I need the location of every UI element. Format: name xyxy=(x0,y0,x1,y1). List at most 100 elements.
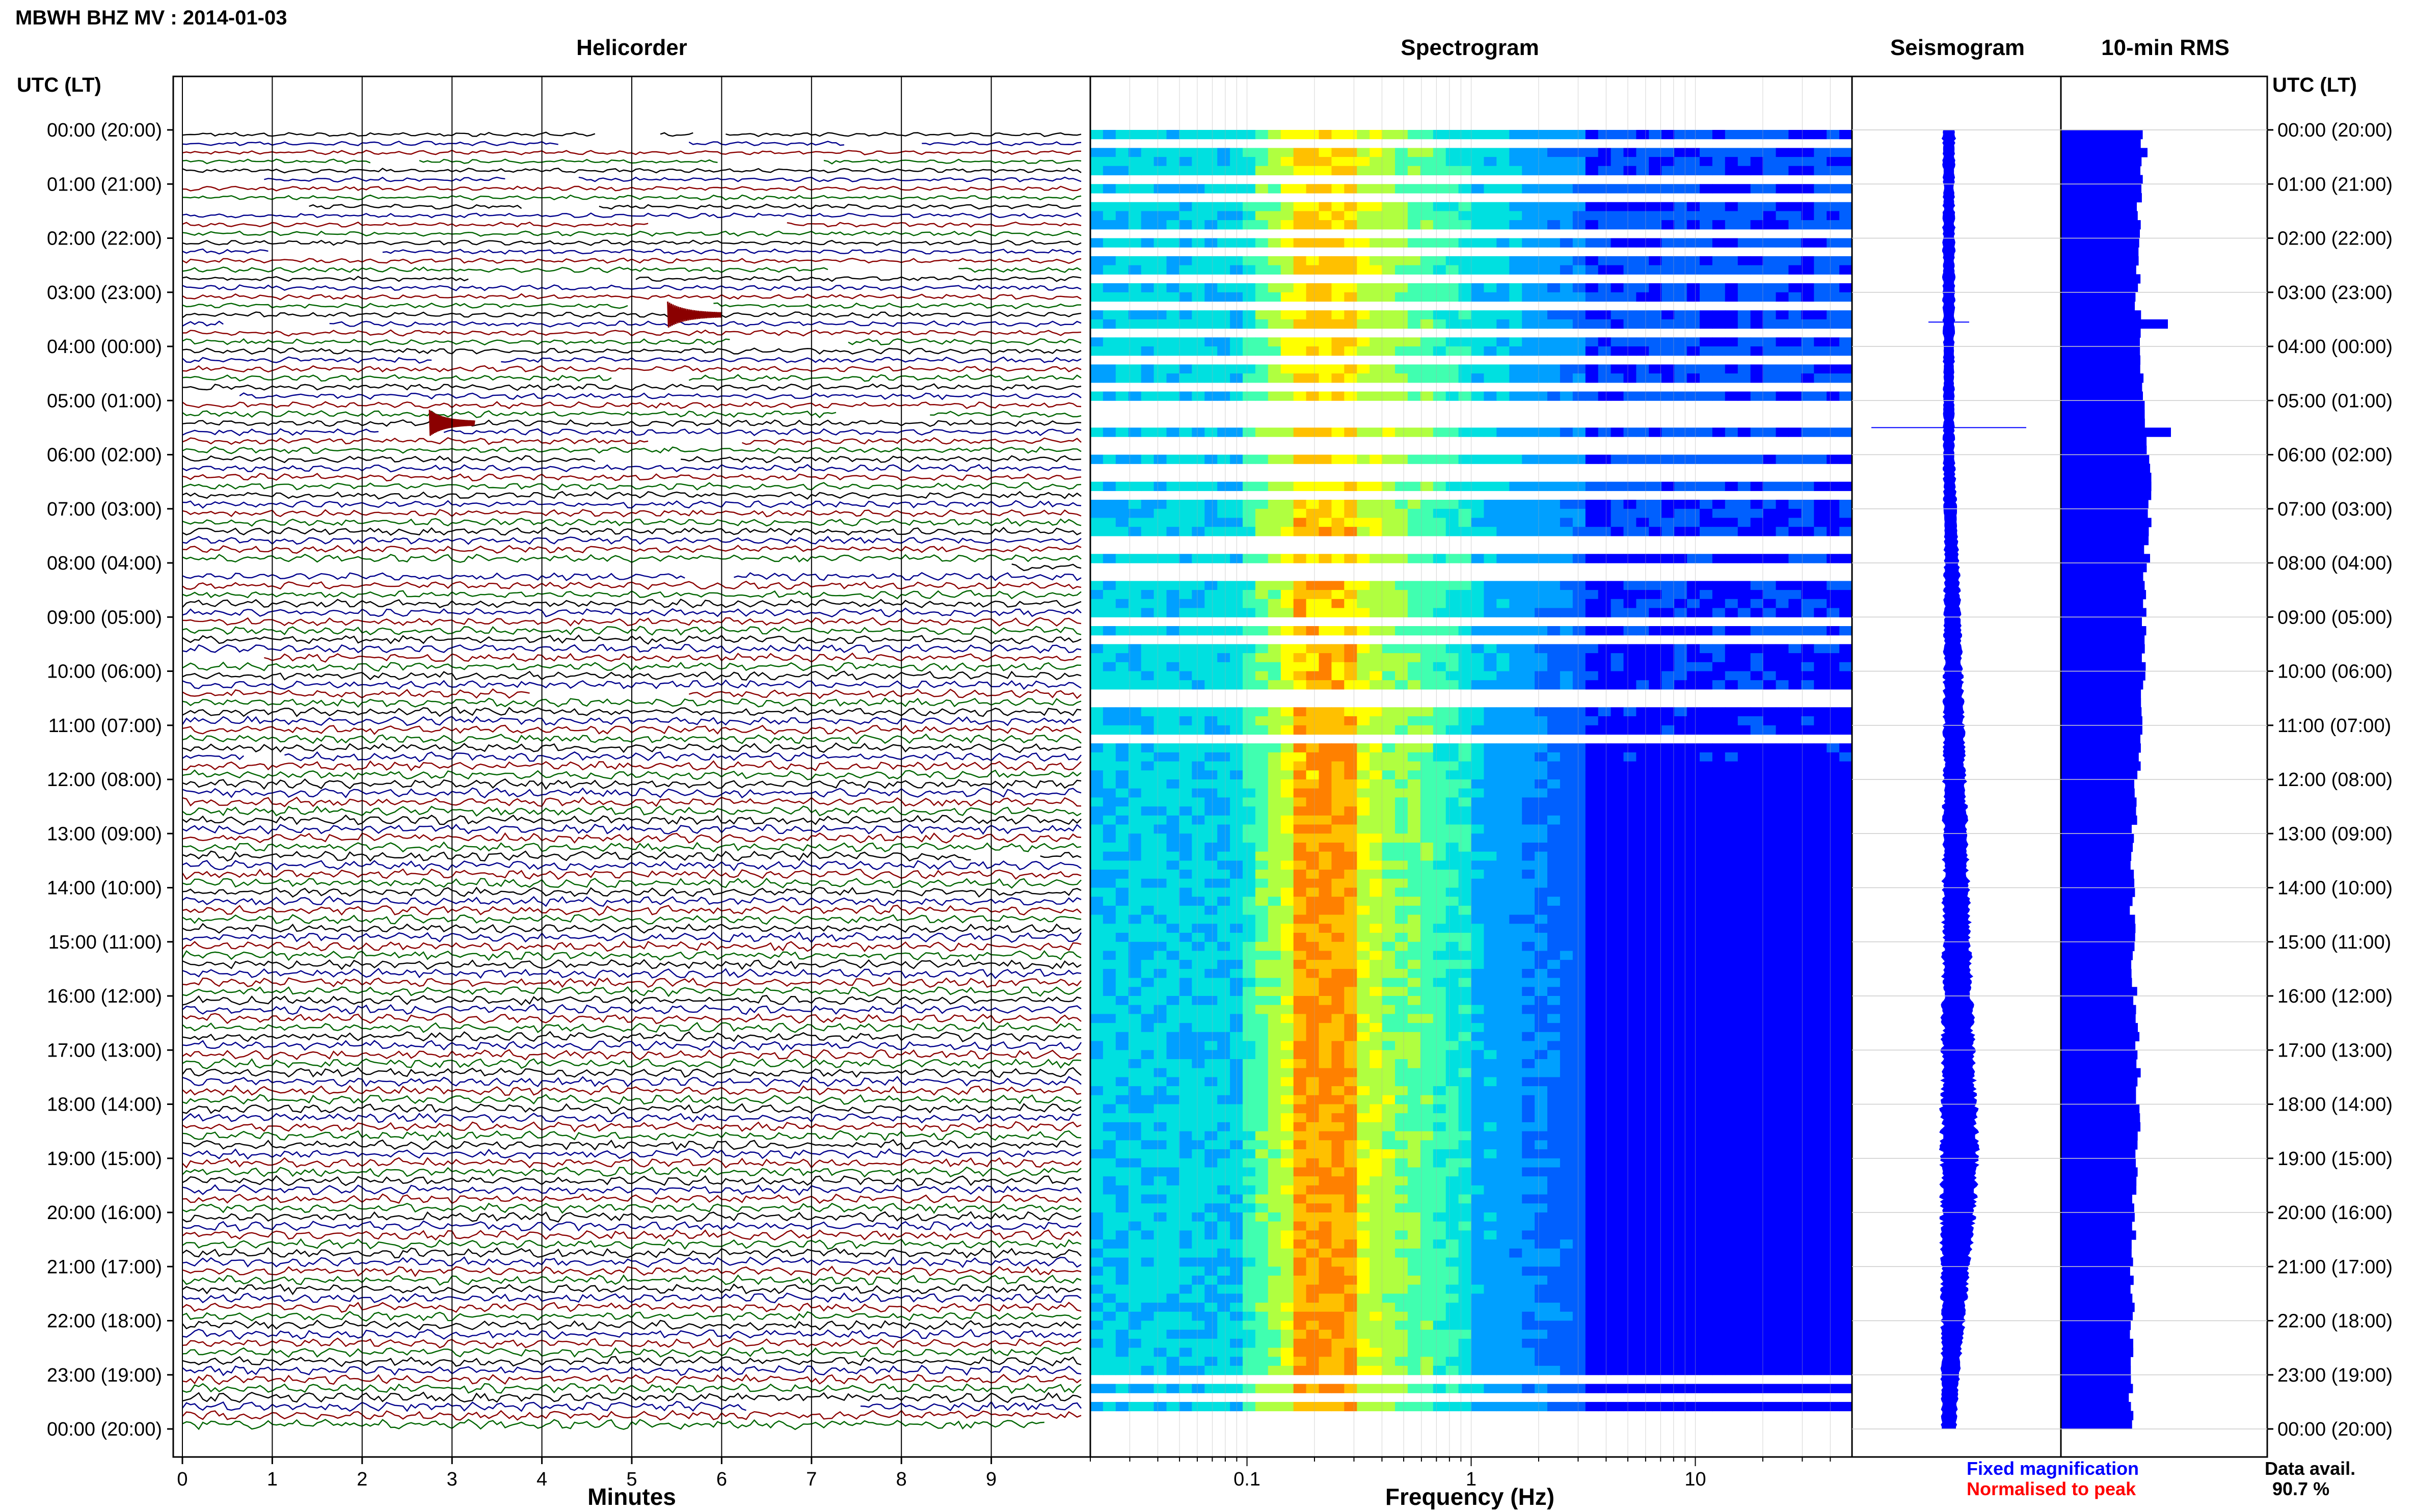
spectrogram-cell xyxy=(1319,987,1332,996)
spectrogram-cell xyxy=(1293,960,1307,969)
spectrogram-cell xyxy=(1509,1005,1522,1014)
spectrogram-cell xyxy=(1103,914,1116,924)
spectrogram-cell xyxy=(1801,391,1814,401)
spectrogram-cell xyxy=(1331,608,1345,617)
spectrogram-cell xyxy=(1395,1086,1408,1096)
spectrogram-cell xyxy=(1674,364,1687,374)
spectrogram-cell xyxy=(1839,518,1853,527)
spectrogram-cell xyxy=(1712,960,1726,969)
spectrogram-cell xyxy=(1141,508,1155,519)
spectrogram-cell xyxy=(1535,1041,1548,1050)
spectrogram-cell xyxy=(1370,1050,1383,1060)
spectrogram-cell xyxy=(1560,373,1573,383)
spectrogram-cell xyxy=(1814,1068,1827,1077)
spectrogram-cell xyxy=(1712,833,1726,843)
spectrogram-cell xyxy=(1166,148,1179,157)
spectrogram-cell xyxy=(1839,391,1853,401)
spectrogram-cell xyxy=(1827,752,1840,762)
spectrogram-cell xyxy=(1801,265,1814,275)
spectrogram-cell xyxy=(1839,987,1853,996)
spectrogram-cell xyxy=(1522,996,1535,1006)
spectrogram-cell xyxy=(1509,310,1522,320)
spectrogram-cell xyxy=(1572,1023,1586,1033)
spectrogram-cell xyxy=(1280,608,1294,617)
spectrogram-cell xyxy=(1700,788,1713,798)
spectrogram-cell xyxy=(1179,256,1192,266)
spectrogram-cell xyxy=(1192,824,1205,834)
spectrogram-cell xyxy=(1141,887,1155,897)
spectrogram-cell xyxy=(1763,1050,1777,1060)
spectrogram-cell xyxy=(1306,1023,1320,1033)
spectrogram-cell xyxy=(1839,843,1853,852)
spectrogram-cell xyxy=(1674,933,1687,942)
spectrogram-cell xyxy=(1115,166,1129,176)
spectrogram-cell xyxy=(1319,743,1332,753)
spectrogram-cell xyxy=(1737,905,1751,915)
spectrogram-cell xyxy=(1319,914,1332,924)
spectrogram-cell xyxy=(1725,599,1738,609)
spectrogram-cell xyxy=(1115,725,1129,735)
spectrogram-cell xyxy=(1458,644,1472,654)
spectrogram-cell xyxy=(1547,851,1561,861)
spectrogram-cell xyxy=(1268,391,1281,401)
spectrogram-cell xyxy=(1293,310,1307,320)
spectrogram-cell xyxy=(1433,897,1446,906)
spectrogram-cell xyxy=(1509,554,1522,563)
spectrogram-cell xyxy=(1192,500,1205,509)
spectrogram-cell xyxy=(1128,1086,1142,1096)
spectrogram-cell xyxy=(1243,761,1256,771)
spectrogram-cell xyxy=(1788,220,1802,230)
spectrogram-cell xyxy=(1801,283,1814,293)
spectrogram-cell xyxy=(1179,1032,1192,1042)
spectrogram-cell xyxy=(1496,1059,1510,1069)
spectrogram-cell xyxy=(1509,870,1522,879)
spectrogram-cell xyxy=(1179,996,1192,1006)
spectrogram-cell xyxy=(1484,770,1497,780)
spectrogram-cell xyxy=(1255,166,1269,176)
spectrogram-cell xyxy=(1471,202,1484,211)
spectrogram-cell xyxy=(1166,1032,1179,1042)
spectrogram-cell xyxy=(1700,1032,1713,1042)
spectrogram-cell xyxy=(1433,716,1446,726)
spectrogram-cell xyxy=(1407,824,1421,834)
spectrogram-cell xyxy=(1344,427,1357,437)
spectrogram-cell xyxy=(1357,500,1370,509)
spectrogram-cell xyxy=(1674,824,1687,834)
spectrogram-cell xyxy=(1103,662,1116,672)
spectrogram-cell xyxy=(1598,518,1612,527)
spectrogram-cell xyxy=(1370,833,1383,843)
spectrogram-cell xyxy=(1496,626,1510,636)
spectrogram-cell xyxy=(1509,1014,1522,1023)
spectrogram-cell xyxy=(1572,824,1586,834)
spectrogram-cell xyxy=(1370,644,1383,654)
spectrogram-cell xyxy=(1776,824,1789,834)
spectrogram-cell xyxy=(1293,806,1307,816)
spectrogram-cell xyxy=(1420,914,1434,924)
spectrogram-cell xyxy=(1141,914,1155,924)
spectrogram-cell xyxy=(1814,373,1827,383)
spectrogram-cell xyxy=(1750,860,1764,870)
spectrogram-cell xyxy=(1344,1086,1357,1096)
spectrogram-cell xyxy=(1649,815,1662,825)
spectrogram-cell xyxy=(1547,599,1561,609)
spectrogram-cell xyxy=(1357,166,1370,176)
spectrogram-cell xyxy=(1306,1059,1320,1069)
spectrogram-cell xyxy=(1357,914,1370,924)
spectrogram-cell xyxy=(1153,779,1167,789)
spectrogram-cell xyxy=(1484,337,1497,347)
spectrogram-cell xyxy=(1179,951,1192,960)
spectrogram-cell xyxy=(1611,743,1624,753)
spectrogram-cell xyxy=(1153,590,1167,600)
spectrogram-cell xyxy=(1535,905,1548,915)
spectrogram-cell xyxy=(1801,870,1814,879)
spectrogram-cell xyxy=(1090,202,1104,211)
spectrogram-cell xyxy=(1484,653,1497,663)
spectrogram-cell xyxy=(1674,960,1687,969)
spectrogram-cell xyxy=(1128,1050,1142,1060)
spectrogram-cell xyxy=(1230,960,1243,969)
spectrogram-cell xyxy=(1509,373,1522,383)
spectrogram-cell xyxy=(1763,887,1777,897)
spectrogram-cell xyxy=(1217,310,1230,320)
spectrogram-cell xyxy=(1509,454,1522,464)
spectrogram-cell xyxy=(1572,933,1586,942)
